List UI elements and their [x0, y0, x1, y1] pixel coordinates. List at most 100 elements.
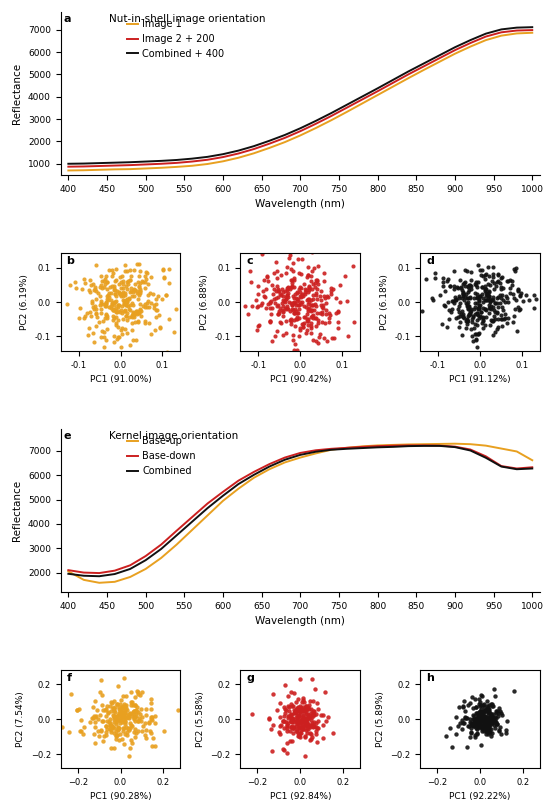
Base-down [127, 561, 133, 570]
Point [442, 321, 451, 334]
Point [107, 270, 116, 282]
Combined + 400 [189, 154, 196, 163]
Image 2 + 200 [483, 32, 489, 42]
Image 1 [467, 42, 474, 51]
Point [129, 264, 138, 277]
Point [312, 697, 321, 710]
Point [148, 732, 157, 745]
Point [110, 336, 118, 349]
Point [477, 720, 486, 733]
Point [118, 287, 127, 300]
Point [294, 701, 302, 714]
Point [289, 303, 298, 316]
Point [467, 302, 476, 315]
Point [122, 726, 131, 738]
Point [470, 318, 479, 331]
Point [322, 290, 331, 302]
Point [99, 714, 107, 727]
Point [112, 715, 121, 728]
Point [109, 303, 117, 316]
Point [121, 698, 130, 711]
Point [466, 282, 475, 295]
Point [478, 311, 487, 324]
Point [481, 287, 490, 300]
Point [286, 734, 295, 747]
Point [467, 722, 476, 735]
Point [492, 716, 501, 729]
Point [120, 702, 128, 714]
Point [287, 312, 296, 325]
Point [121, 265, 129, 278]
Point [473, 722, 482, 735]
Point [147, 693, 156, 706]
Point [253, 300, 262, 313]
Image 2 + 200 [189, 157, 196, 166]
Point [111, 310, 120, 323]
Point [283, 719, 291, 732]
Point [144, 716, 153, 729]
Point [466, 727, 475, 740]
Point [312, 722, 321, 735]
Point [479, 295, 488, 308]
Point [282, 261, 291, 274]
Point [89, 283, 98, 296]
Point [297, 282, 306, 294]
Image 2 + 200 [514, 26, 520, 35]
Point [291, 705, 300, 718]
Point [456, 716, 464, 729]
Combined [142, 555, 149, 565]
Point [274, 308, 283, 321]
Point [288, 734, 296, 747]
Point [278, 282, 287, 295]
Point [285, 725, 294, 738]
Point [91, 308, 100, 321]
Point [476, 721, 485, 734]
Combined [65, 569, 72, 578]
Point [148, 710, 156, 723]
Point [418, 305, 426, 318]
Point [119, 722, 128, 734]
Point [492, 279, 501, 292]
Base-up [390, 440, 396, 450]
Point [116, 282, 125, 294]
Point [98, 281, 106, 294]
Point [112, 316, 121, 329]
Point [91, 282, 100, 295]
Point [265, 316, 274, 329]
Point [91, 320, 100, 333]
Point [463, 280, 472, 293]
Point [463, 315, 472, 328]
Point [443, 272, 452, 285]
Point [504, 312, 512, 325]
Point [314, 702, 323, 715]
Point [106, 713, 115, 726]
Point [138, 710, 147, 723]
Point [493, 718, 501, 730]
Point [111, 724, 120, 737]
Point [255, 318, 263, 331]
Point [85, 305, 94, 318]
Point [487, 714, 496, 726]
Point [297, 721, 306, 734]
Point [458, 308, 467, 321]
Point [121, 280, 130, 293]
Combined [328, 445, 334, 454]
Point [123, 294, 132, 307]
Point [300, 316, 309, 329]
Base-down [359, 442, 365, 452]
Point [266, 295, 275, 308]
Point [272, 292, 281, 305]
Point [286, 721, 295, 734]
Base-down [390, 441, 396, 450]
X-axis label: PC1 (90.42%): PC1 (90.42%) [269, 375, 331, 384]
Point [483, 704, 492, 717]
Point [109, 304, 117, 317]
Point [475, 706, 484, 719]
Point [300, 311, 309, 324]
Point [309, 299, 318, 312]
Point [482, 727, 491, 740]
Combined [467, 446, 474, 455]
Point [464, 698, 473, 711]
Point [114, 722, 122, 734]
Point [302, 701, 311, 714]
